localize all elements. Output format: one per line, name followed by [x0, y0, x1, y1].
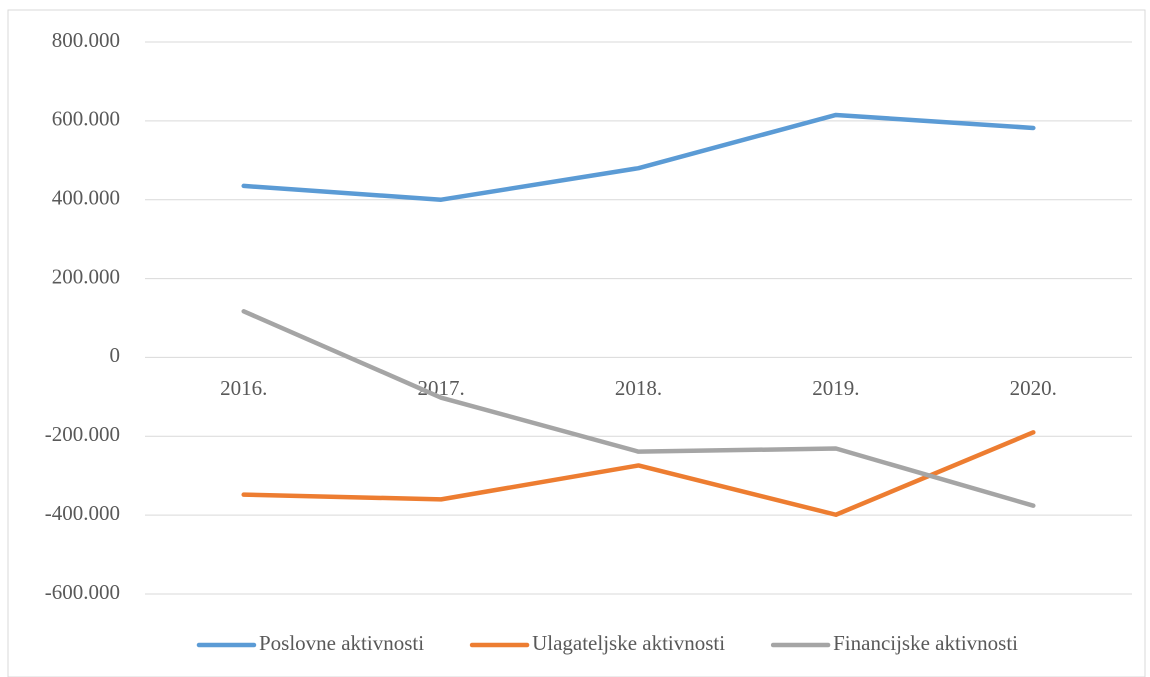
y-tick-label: -600.000 — [45, 580, 120, 604]
y-tick-label: 0 — [110, 343, 121, 367]
y-tick-label: 600.000 — [52, 107, 120, 131]
y-tick-label: 400.000 — [52, 186, 120, 210]
legend-label: Poslovne aktivnosti — [259, 631, 424, 655]
series-line — [241, 430, 1036, 517]
series-line — [241, 112, 1036, 202]
y-tick-label: 800.000 — [52, 28, 120, 52]
y-tick-label: -400.000 — [45, 501, 120, 525]
y-tick-label: -200.000 — [45, 422, 120, 446]
x-tick-label: 2018. — [615, 376, 662, 400]
legend-label: Financijske aktivnosti — [833, 631, 1018, 655]
y-tick-label: 200.000 — [52, 264, 120, 288]
x-tick-label: 2016. — [220, 376, 267, 400]
x-tick-label: 2020. — [1010, 376, 1057, 400]
series-line — [241, 309, 1036, 508]
chart-frame — [7, 9, 1146, 677]
x-tick-label: 2019. — [812, 376, 859, 400]
legend-label: Ulagateljske aktivnosti — [532, 631, 725, 655]
